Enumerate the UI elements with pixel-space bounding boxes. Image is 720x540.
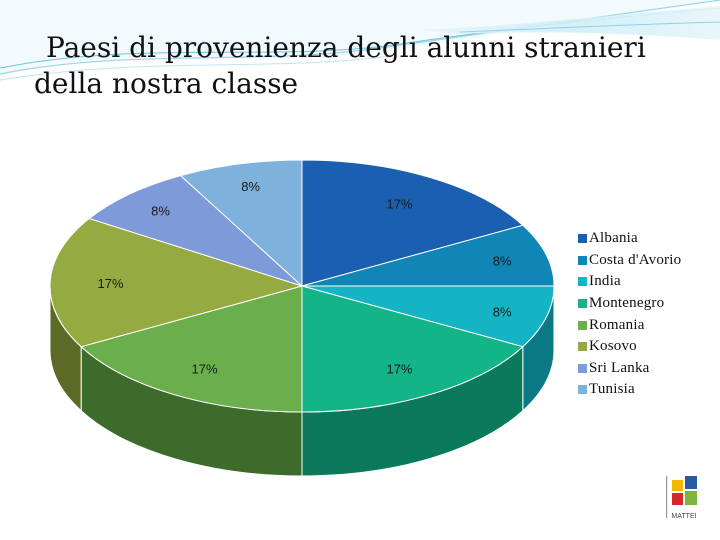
legend-label: Tunisia <box>589 381 635 398</box>
pie-slice-kosovo <box>49 217 304 348</box>
legend-swatch <box>578 299 587 309</box>
legend-item: Montenegro <box>578 293 681 315</box>
legend-label: Romania <box>589 316 645 333</box>
legend-item: Costa d'Avorio <box>578 250 681 272</box>
chart-legend: Albania Costa d'Avorio India Montenegro Roma… <box>578 228 681 401</box>
legend-item: Romania <box>578 314 681 336</box>
slide-title: Paesi di provenienza degli alunni strani… <box>34 30 674 102</box>
legend-label: Kosovo <box>589 338 637 355</box>
legend-item: Kosovo <box>578 336 681 358</box>
pie-label-group: 17% 8% 8% 17% 17% 17% 8% 8% <box>98 179 512 376</box>
slide-wave-decoration <box>0 0 720 81</box>
logo-text: MATTEI <box>671 513 696 520</box>
pie-data-label: 17% <box>98 276 124 291</box>
legend-item: Albania <box>578 228 681 250</box>
pie-data-label: 8% <box>241 179 260 194</box>
legend-label: Costa d'Avorio <box>589 251 682 268</box>
legend-label: Montenegro <box>589 295 665 312</box>
pie-slice-romania <box>80 285 303 413</box>
legend-swatch <box>578 385 587 395</box>
pie-side-group <box>49 285 555 477</box>
legend-swatch <box>578 342 587 352</box>
pie-data-label: 17% <box>386 197 412 212</box>
legend-swatch <box>578 234 587 244</box>
legend-item: India <box>578 271 681 293</box>
pie-slice-tunisia <box>179 159 303 288</box>
slide-title-line-1: Paesi di provenienza degli alunni strani… <box>46 31 646 64</box>
legend-label: Sri Lanka <box>589 359 650 376</box>
pie-data-label: 17% <box>386 361 412 376</box>
legend-label: India <box>589 273 621 290</box>
pie-data-label: 8% <box>151 204 170 219</box>
legend-swatch <box>578 255 587 265</box>
slide-title-line-2: della nostra classe <box>34 67 299 100</box>
legend-swatch <box>578 277 587 287</box>
pie-data-label: 8% <box>493 305 512 320</box>
pie-slice-india <box>301 285 555 348</box>
pie-top-group <box>49 159 555 413</box>
school-logo: MATTEI <box>666 476 697 520</box>
pie-slice-costa-d-avorio <box>301 224 555 287</box>
pie-slice-albania <box>301 159 524 287</box>
pie-slice-sri-lanka <box>88 175 303 287</box>
legend-item: Sri Lanka <box>578 358 681 380</box>
pie-slice-montenegro <box>301 285 524 413</box>
legend-item: Tunisia <box>578 379 681 401</box>
legend-swatch <box>578 320 587 330</box>
pie-data-label: 8% <box>493 253 512 268</box>
legend-swatch <box>578 363 587 373</box>
pie-data-label: 17% <box>191 361 217 376</box>
legend-label: Albania <box>589 230 638 247</box>
